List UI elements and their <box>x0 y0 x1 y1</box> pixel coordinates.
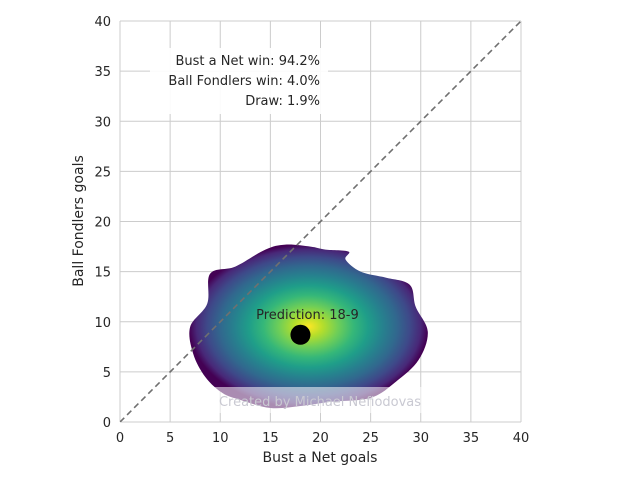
y-tick-label: 35 <box>94 65 111 80</box>
density-contour <box>189 244 428 409</box>
y-tick-label: 20 <box>94 216 111 231</box>
y-tick-label: 30 <box>94 115 111 130</box>
prediction-point <box>290 324 311 345</box>
x-tick-label: 10 <box>212 431 229 446</box>
annotation-ball-fondlers-win: Ball Fondlers win: 4.0% <box>168 74 320 89</box>
y-tick-label: 0 <box>103 416 111 431</box>
prediction-label: Prediction: 18-9 <box>256 308 359 323</box>
x-axis-label: Bust a Net goals <box>263 450 378 466</box>
prediction-group: Prediction: 18-9 <box>256 308 359 345</box>
y-tick-label: 40 <box>94 15 111 30</box>
x-tick-label: 20 <box>312 431 329 446</box>
annotation-bust-a-net-win: Bust a Net win: 94.2% <box>175 54 320 69</box>
annotation-draw: Draw: 1.9% <box>245 94 320 109</box>
x-tick-label: 25 <box>362 431 379 446</box>
annotation-background <box>150 48 328 114</box>
x-tick-label: 30 <box>412 431 429 446</box>
y-tick-label: 10 <box>94 316 111 331</box>
y-tick-label: 15 <box>94 266 111 281</box>
x-tick-label: 0 <box>116 431 124 446</box>
y-tick-label: 25 <box>94 165 111 180</box>
watermark-background <box>205 387 437 413</box>
y-tick-label: 5 <box>103 366 111 381</box>
diagonal-line-group <box>120 21 521 422</box>
x-tick-label: 5 <box>166 431 174 446</box>
y-axis-label: Ball Fondlers goals <box>71 155 87 287</box>
x-tick-label: 35 <box>463 431 480 446</box>
x-tick-label: 15 <box>262 431 279 446</box>
tick-labels: 0 5 10 15 20 25 30 35 40 0 5 10 15 20 25 30 35 40 <box>94 15 529 446</box>
density-region <box>189 244 428 409</box>
x-tick-label: 40 <box>513 431 530 446</box>
watermark: Created by Michael Nefiodovas <box>219 395 421 410</box>
diagonal-line <box>120 21 521 422</box>
